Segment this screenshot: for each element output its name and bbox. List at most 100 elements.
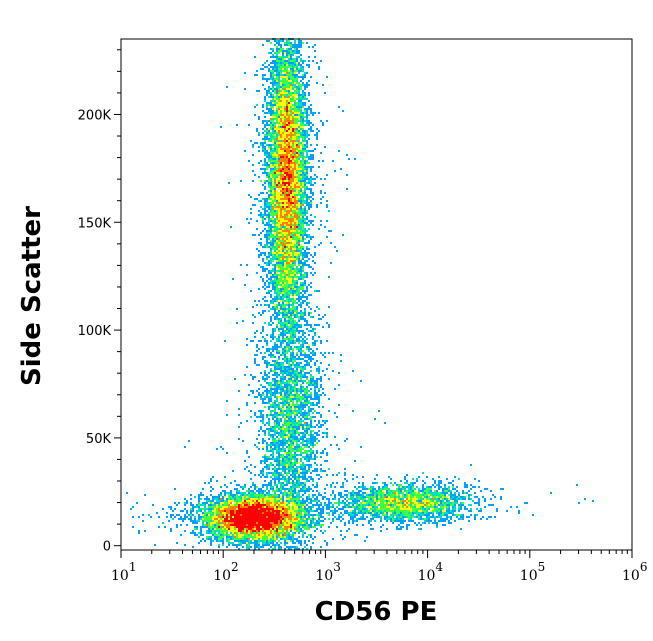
event-point [272, 488, 274, 490]
event-point [220, 500, 222, 502]
event-point [304, 112, 306, 114]
event-point [208, 516, 210, 518]
event-point [390, 478, 392, 480]
event-point [280, 162, 282, 164]
event-point [380, 530, 382, 532]
event-point [310, 254, 312, 256]
event-point [268, 160, 270, 162]
event-point [264, 282, 266, 284]
event-point [250, 508, 252, 510]
event-point [268, 156, 270, 158]
event-point [294, 532, 296, 534]
event-point [262, 270, 264, 272]
event-point [260, 522, 262, 524]
event-point [288, 96, 290, 98]
event-point [280, 170, 282, 172]
event-point [296, 326, 298, 328]
event-point [278, 196, 280, 198]
event-point [280, 200, 282, 202]
event-point [268, 246, 270, 248]
event-point [256, 142, 258, 144]
event-point [180, 524, 182, 526]
event-point [244, 508, 246, 510]
event-point [244, 510, 246, 512]
event-point [218, 520, 220, 522]
event-point [270, 296, 272, 298]
event-point [272, 334, 274, 336]
event-point [294, 40, 296, 42]
event-point [258, 488, 260, 490]
event-point [262, 44, 264, 46]
event-point [310, 184, 312, 186]
event-point [440, 482, 442, 484]
event-point [268, 492, 270, 494]
event-point [262, 546, 264, 548]
event-point [308, 264, 310, 266]
event-point [430, 502, 432, 504]
event-point [270, 308, 272, 310]
event-point [284, 90, 286, 92]
event-point [284, 94, 286, 96]
event-point [266, 204, 268, 206]
event-point [262, 494, 264, 496]
event-point [286, 226, 288, 228]
event-point [300, 178, 302, 180]
event-point [270, 210, 272, 212]
event-point [272, 264, 274, 266]
event-point [320, 520, 322, 522]
event-point [332, 498, 334, 500]
event-point [276, 400, 278, 402]
event-point [292, 320, 294, 322]
event-point [282, 142, 284, 144]
event-point [184, 544, 186, 546]
event-point [280, 256, 282, 258]
event-point [284, 314, 286, 316]
event-point [408, 502, 410, 504]
event-point [270, 186, 272, 188]
event-point [304, 238, 306, 240]
event-point [410, 502, 412, 504]
event-point [286, 310, 288, 312]
event-point [284, 286, 286, 288]
event-point [288, 288, 290, 290]
event-point [440, 498, 442, 500]
event-point [234, 528, 236, 530]
event-point [324, 518, 326, 520]
event-point [288, 246, 290, 248]
event-point [304, 522, 306, 524]
event-point [274, 150, 276, 152]
event-point [380, 504, 382, 506]
event-point [304, 210, 306, 212]
event-point [284, 168, 286, 170]
event-point [532, 514, 534, 516]
event-point [300, 208, 302, 210]
event-point [208, 510, 210, 512]
event-point [278, 302, 280, 304]
event-point [190, 510, 192, 512]
event-point [332, 518, 334, 520]
event-point [250, 522, 252, 524]
event-point [278, 292, 280, 294]
event-point [396, 494, 398, 496]
event-point [296, 526, 298, 528]
event-point [292, 224, 294, 226]
event-point [256, 532, 258, 534]
event-point [284, 500, 286, 502]
event-point [292, 532, 294, 534]
event-point [284, 134, 286, 136]
event-point [288, 496, 290, 498]
event-point [286, 228, 288, 230]
event-point [274, 166, 276, 168]
event-point [300, 340, 302, 342]
event-point [288, 62, 290, 64]
event-point [290, 512, 292, 514]
event-point [296, 246, 298, 248]
event-point [284, 522, 286, 524]
event-point [420, 500, 422, 502]
event-point [290, 254, 292, 256]
event-point [294, 226, 296, 228]
event-point [268, 270, 270, 272]
event-point [220, 522, 222, 524]
event-point [284, 284, 286, 286]
event-point [296, 48, 298, 50]
